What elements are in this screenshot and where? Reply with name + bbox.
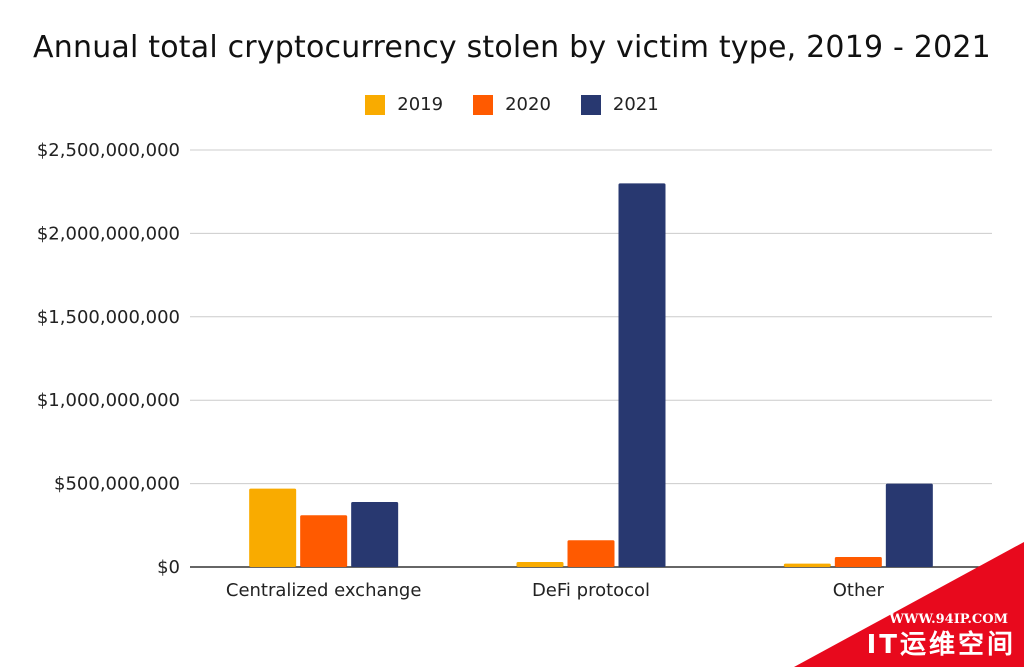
bar-2019-defi-protocol (516, 561, 564, 567)
y-tick-label: $500,000,000 (54, 474, 180, 495)
y-tick-label: $2,000,000,000 (37, 223, 180, 244)
bar-2019-other (783, 563, 831, 567)
legend-item-2019: 2019 (365, 94, 443, 115)
legend-label: 2019 (397, 94, 444, 115)
y-tick-label: $0 (157, 557, 180, 578)
legend-item-2021: 2021 (580, 94, 659, 115)
y-tick-label: $1,000,000,000 (37, 390, 180, 411)
watermark-banner (794, 542, 1024, 667)
x-tick-label: Other (833, 580, 885, 601)
bar-2020-centralized-exchange (300, 515, 348, 567)
legend: 2019 2020 2021 (0, 94, 1024, 115)
watermark-url: WWW.94IP.COM (889, 612, 1008, 627)
bar-2021-centralized-exchange (351, 501, 399, 567)
watermark: WWW.94IP.COM IT运维空间 (794, 542, 1024, 667)
bar-2021-other (885, 483, 933, 567)
chart-title: Annual total cryptocurrency stolen by vi… (33, 30, 991, 65)
legend-swatch (473, 94, 494, 115)
legend-label: 2020 (505, 94, 551, 115)
legend-item-2020: 2020 (473, 94, 551, 115)
y-tick-label: $1,500,000,000 (37, 307, 180, 328)
legend-label: 2021 (612, 94, 659, 115)
watermark-name: IT运维空间 (866, 630, 1016, 660)
legend-swatch (365, 94, 386, 115)
legend-swatch (580, 94, 601, 115)
bar-2021-defi-protocol (618, 183, 666, 568)
x-tick-label: DeFi protocol (532, 580, 650, 601)
x-tick-label: Centralized exchange (226, 580, 422, 601)
bar-2019-centralized-exchange (249, 488, 297, 567)
bar-2020-other (834, 556, 882, 567)
y-tick-label: $2,500,000,000 (37, 140, 180, 161)
bar-2020-defi-protocol (567, 540, 615, 567)
